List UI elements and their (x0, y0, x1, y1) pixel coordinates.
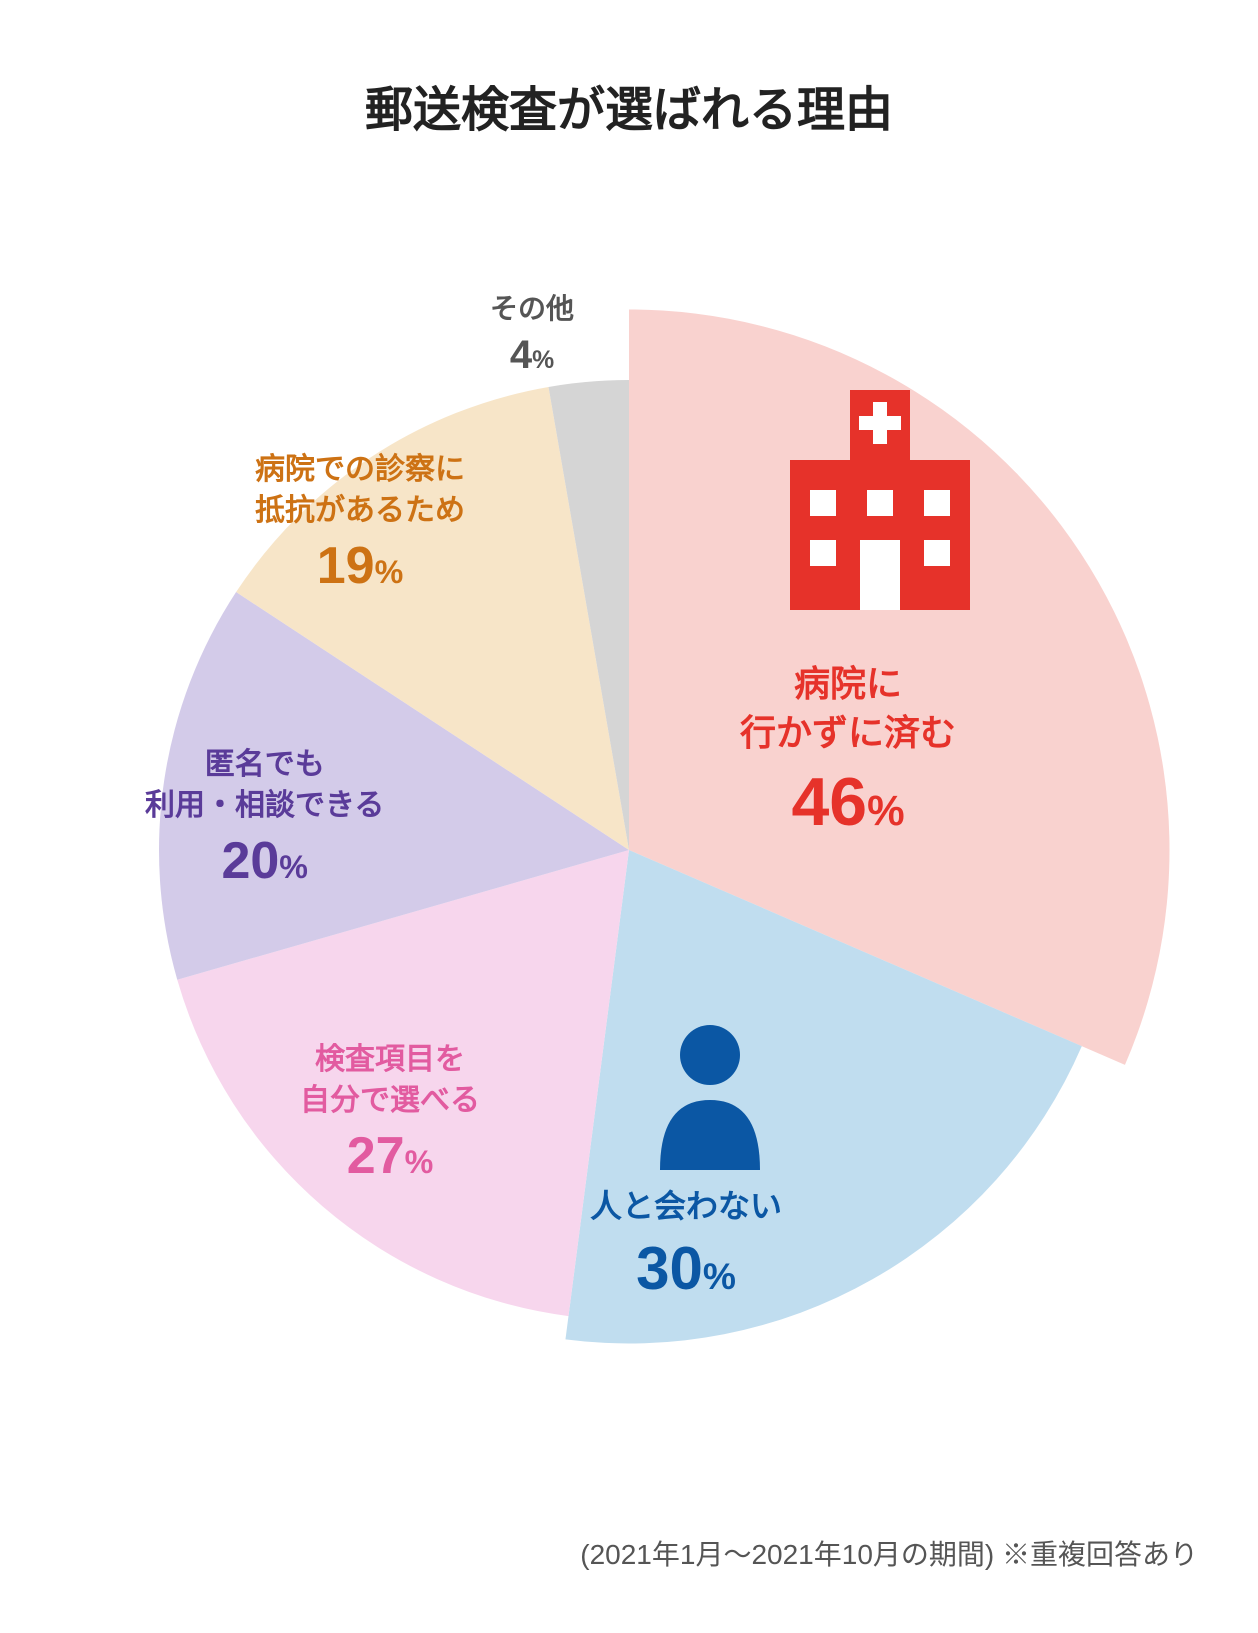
slice-percent: 46% (740, 757, 956, 849)
person-icon (640, 1020, 780, 1175)
slice-label-other: その他4% (490, 290, 574, 382)
slice-label-anonymous: 匿名でも利用・相談できる20% (145, 745, 384, 896)
chart-footnote: (2021年1月〜2021年10月の期間) ※重複回答あり (580, 1533, 1198, 1573)
slice-percent: 27% (300, 1121, 480, 1191)
slice-label-choose_items: 検査項目を自分で選べる27% (300, 1040, 480, 1191)
slice-label-text: 人と会わない (590, 1185, 782, 1228)
pie-chart-area: 病院に行かずに済む46% 人と会わない30% 検査項目を自分で選べる27% 匿名で… (0, 0, 1258, 1633)
slice-percent: 30% (590, 1228, 782, 1309)
slice-percent: 19% (255, 531, 465, 601)
slice-percent: 4% (490, 328, 574, 382)
slice-label-no_meet: 人と会わない30% (590, 1185, 782, 1309)
slice-label-no_hospital: 病院に行かずに済む46% (740, 660, 956, 849)
slice-label-text: 病院での診察に抵抗があるため (255, 450, 465, 531)
slice-label-text: 匿名でも利用・相談できる (145, 745, 384, 826)
slice-label-text: その他 (490, 290, 574, 328)
slice-label-text: 検査項目を自分で選べる (300, 1040, 480, 1121)
slice-percent: 20% (145, 826, 384, 896)
slice-label-resistance: 病院での診察に抵抗があるため19% (255, 450, 465, 601)
slice-label-text: 病院に行かずに済む (740, 660, 956, 757)
hospital-icon (780, 390, 980, 615)
